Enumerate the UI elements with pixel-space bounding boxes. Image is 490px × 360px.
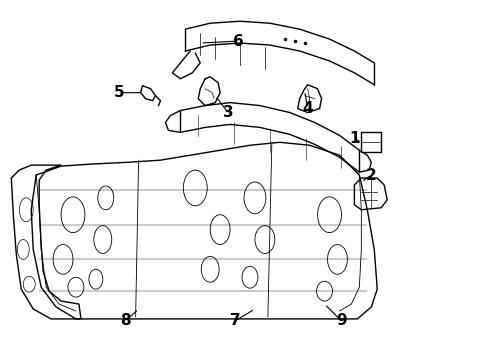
Text: 9: 9 bbox=[336, 314, 347, 328]
Text: 2: 2 bbox=[366, 167, 377, 183]
Text: 6: 6 bbox=[233, 33, 244, 49]
Text: 3: 3 bbox=[223, 105, 233, 120]
Text: 4: 4 bbox=[302, 101, 313, 116]
Text: 1: 1 bbox=[349, 131, 360, 146]
Text: 7: 7 bbox=[230, 314, 241, 328]
Text: 5: 5 bbox=[113, 85, 124, 100]
Text: 8: 8 bbox=[121, 314, 131, 328]
